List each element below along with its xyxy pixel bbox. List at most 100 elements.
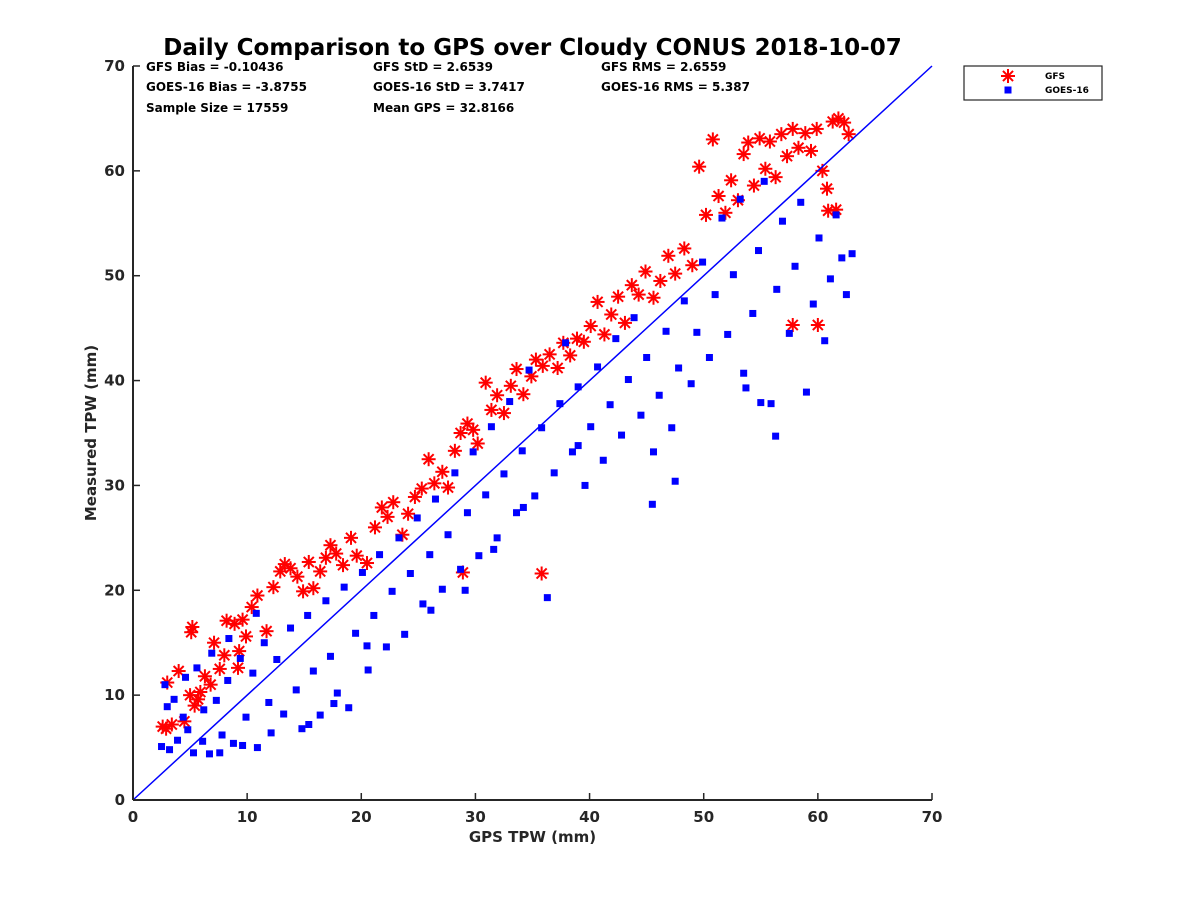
gfs-point (374, 500, 389, 515)
goes16-point (166, 746, 174, 754)
goes16-point (643, 354, 651, 362)
stat-label: GFS StD = 2.6539 (373, 60, 493, 74)
gfs-point (453, 426, 468, 440)
gfs-point-stroke (748, 179, 760, 192)
gfs-point-stroke (647, 291, 660, 304)
goes16-point (444, 531, 452, 539)
y-tick-label: 50 (104, 267, 125, 285)
gfs-point-stroke (525, 370, 538, 383)
stat-label: GFS Bias = -0.10436 (146, 60, 283, 74)
goes16-point (490, 545, 498, 553)
gfs-point (768, 170, 783, 185)
gfs-point (212, 661, 227, 676)
goes16-point (212, 696, 220, 704)
gfs-point (367, 520, 382, 535)
x-tick-label: 40 (579, 808, 600, 826)
gfs-point (685, 258, 700, 273)
legend-gfs-marker-stroke (1002, 70, 1014, 82)
gfs-point (239, 629, 254, 644)
goes16-point (419, 600, 427, 608)
goes16-point (370, 611, 378, 619)
goes16-point (699, 258, 707, 266)
gfs-point (290, 569, 305, 584)
gfs-point (550, 360, 565, 375)
gfs-point (809, 121, 824, 136)
gfs-point-stroke (759, 163, 772, 175)
gfs-point-stroke (232, 662, 244, 674)
goes16-point (482, 491, 490, 499)
gfs-point (638, 264, 653, 279)
goes16-point (518, 447, 526, 455)
y-tick-label: 10 (104, 686, 125, 704)
gfs-point (516, 387, 531, 402)
goes16-point (587, 423, 595, 431)
goes16-point (574, 442, 582, 450)
gfs-point-stroke (192, 693, 204, 706)
goes16-point (612, 335, 620, 343)
gfs-point-stroke (510, 363, 523, 375)
goes16-point (205, 750, 213, 758)
goes16-point (821, 337, 829, 345)
goes16-point (724, 330, 732, 338)
gfs-point-stroke (479, 376, 492, 389)
goes16-point (363, 642, 371, 650)
gfs-point-stroke (233, 645, 245, 657)
goes16-point (519, 503, 527, 511)
goes16-point (260, 639, 268, 647)
goes16-point (749, 309, 757, 317)
goes16-point (322, 597, 330, 605)
stat-label: Mean GPS = 32.8166 (373, 101, 514, 115)
gfs-point-stroke (307, 582, 320, 594)
goes16-point (802, 388, 810, 396)
goes16-point (292, 686, 300, 694)
goes16-point (755, 247, 763, 255)
gfs-point-stroke (279, 558, 291, 570)
gfs-point-stroke (251, 589, 264, 602)
gfs-point-stroke (204, 678, 217, 691)
gfs-point-stroke (612, 290, 624, 303)
gfs-point (336, 558, 351, 573)
gfs-point (752, 131, 767, 146)
goes16-point (267, 729, 275, 737)
gfs-point (785, 317, 800, 332)
gfs-point-stroke (605, 308, 618, 321)
gfs-point-stroke (654, 275, 667, 287)
goes16-point (705, 354, 713, 362)
goes16-point (809, 300, 817, 308)
gfs-point (810, 317, 825, 332)
gfs-point-stroke (832, 112, 845, 125)
gfs-point-stroke (208, 636, 220, 649)
y-axis-label: Measured TPW (mm) (82, 345, 100, 521)
goes16-point (500, 470, 508, 478)
goes16-point (236, 654, 244, 662)
gfs-point (677, 241, 692, 256)
goes16-point (469, 448, 477, 456)
gfs-point (421, 452, 436, 467)
gfs-point-stroke (764, 135, 776, 148)
gfs-point-stroke (185, 626, 197, 638)
goes16-point (265, 698, 273, 706)
gfs-point-stroke (166, 718, 178, 731)
goes16-point (513, 509, 521, 517)
goes16-point (333, 689, 341, 697)
stat-label: GOES-16 Bias = -3.8755 (146, 80, 307, 94)
gfs-point-stroke (491, 389, 503, 401)
goes16-point (740, 369, 748, 377)
gfs-point (490, 388, 505, 403)
goes16-point (199, 737, 207, 745)
gfs-point-stroke (810, 123, 823, 135)
goes16-point (574, 383, 582, 391)
gfs-point-stroke (330, 547, 342, 560)
gfs-point-stroke (737, 148, 750, 160)
goes16-point (451, 469, 459, 477)
gfs-point (590, 294, 605, 309)
gfs-point-stroke (218, 649, 231, 662)
goes16-point (200, 706, 208, 714)
goes16-point (280, 710, 288, 718)
goes16-point (671, 477, 679, 485)
goes16-point (184, 726, 192, 734)
gfs-point-stroke (535, 567, 548, 580)
gfs-point (583, 319, 598, 334)
goes16-point (463, 509, 471, 517)
